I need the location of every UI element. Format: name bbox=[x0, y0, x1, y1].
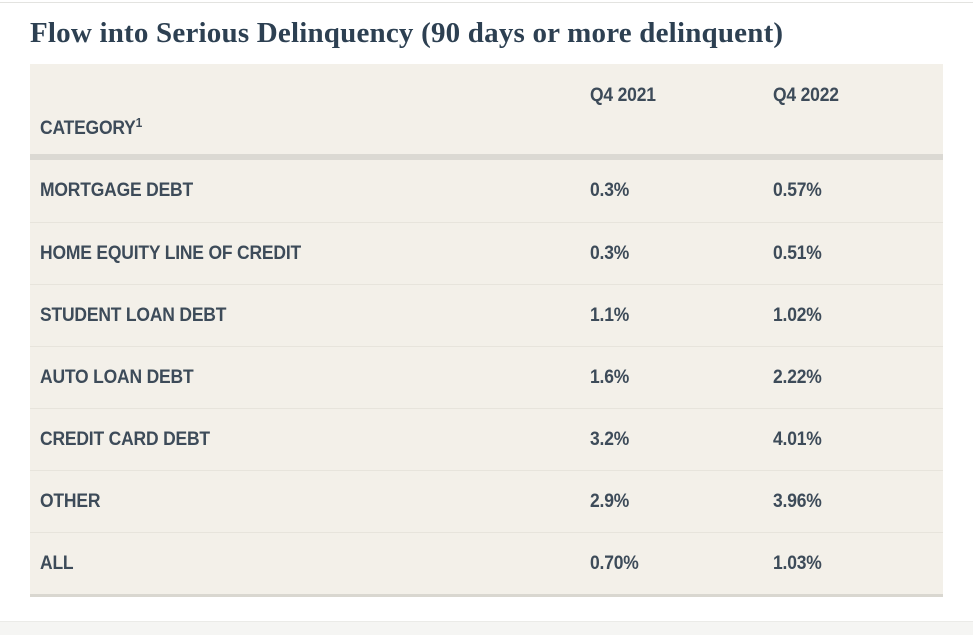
q4-2022-cell: 2.22% bbox=[773, 367, 943, 389]
category-cell-label: STUDENT LOAN DEBT bbox=[40, 304, 227, 326]
table-row-home-equity-line-of-credit: HOME EQUITY LINE OF CREDIT 0.3% 0.51% bbox=[30, 222, 943, 284]
q4-2022-value: 0.57% bbox=[773, 180, 822, 201]
table-row-auto-loan-debt: AUTO LOAN DEBT 1.6% 2.22% bbox=[30, 346, 943, 408]
category-cell: HOME EQUITY LINE OF CREDIT bbox=[30, 243, 590, 265]
category-cell-label: AUTO LOAN DEBT bbox=[40, 366, 194, 388]
q4-2021-cell: 1.1% bbox=[590, 305, 773, 327]
q4-2021-cell: 0.3% bbox=[590, 180, 773, 202]
category-cell: CREDIT CARD DEBT bbox=[30, 429, 590, 451]
category-header-label: CATEGORY1 bbox=[40, 115, 142, 140]
column-header-category: CATEGORY1 bbox=[30, 115, 590, 154]
category-cell: OTHER bbox=[30, 491, 590, 513]
category-cell-label: HOME EQUITY LINE OF CREDIT bbox=[40, 242, 301, 264]
page-title: Flow into Serious Delinquency (90 days o… bbox=[30, 17, 784, 49]
q4-2021-cell: 1.6% bbox=[590, 367, 773, 389]
table-row-student-loan-debt: STUDENT LOAN DEBT 1.1% 1.02% bbox=[30, 284, 943, 346]
q4-2022-value: 4.01% bbox=[773, 428, 822, 450]
table-header-row: CATEGORY1 Q4 2021 Q4 2022 bbox=[30, 64, 943, 160]
q4-2021-cell: 0.3% bbox=[590, 243, 773, 265]
q4-2022-value: 1.03% bbox=[773, 552, 822, 574]
bottom-section bbox=[0, 621, 973, 635]
table-row-other: OTHER 2.9% 3.96% bbox=[30, 470, 943, 532]
category-cell-label: CREDIT CARD DEBT bbox=[40, 428, 210, 450]
q4-2021-value: 0.3% bbox=[590, 242, 630, 264]
q4-2022-cell: 0.57% bbox=[773, 180, 943, 202]
category-cell: AUTO LOAN DEBT bbox=[30, 367, 590, 389]
column-header-q4-2021: Q4 2021 bbox=[590, 64, 773, 107]
q4-2021-cell: 2.9% bbox=[590, 491, 773, 513]
q4-2021-cell: 0.70% bbox=[590, 553, 773, 575]
q4-2021-value: 0.3% bbox=[590, 180, 630, 201]
q4-2022-cell: 1.02% bbox=[773, 305, 943, 327]
category-cell-label: OTHER bbox=[40, 490, 101, 512]
q4-2022-cell: 3.96% bbox=[773, 491, 943, 513]
q4-2021-value: 2.9% bbox=[590, 490, 630, 512]
footnote-marker: 1 bbox=[135, 115, 143, 130]
q4-2022-value: 3.96% bbox=[773, 490, 822, 512]
q4-2021-value: 0.70% bbox=[590, 552, 639, 574]
table-row-mortgage-debt: MORTGAGE DEBT 0.3% 0.57% bbox=[30, 160, 943, 222]
q4-2022-value: 0.51% bbox=[773, 242, 822, 264]
column-header-q4-2022: Q4 2022 bbox=[773, 64, 943, 107]
q4-2022-cell: 1.03% bbox=[773, 553, 943, 575]
q4-2021-value: 1.6% bbox=[590, 366, 630, 388]
table-row-credit-card-debt: CREDIT CARD DEBT 3.2% 4.01% bbox=[30, 408, 943, 470]
category-cell-label: MORTGAGE DEBT bbox=[40, 180, 193, 201]
q4-2022-cell: 4.01% bbox=[773, 429, 943, 451]
column-header-q4-2022-label: Q4 2022 bbox=[773, 85, 839, 106]
delinquency-table: CATEGORY1 Q4 2021 Q4 2022 MORTGAGE DEBT … bbox=[30, 64, 943, 597]
top-divider bbox=[0, 2, 973, 3]
q4-2022-cell: 0.51% bbox=[773, 243, 943, 265]
q4-2022-value: 2.22% bbox=[773, 366, 822, 388]
category-cell: MORTGAGE DEBT bbox=[30, 180, 590, 202]
category-cell-label: ALL bbox=[40, 552, 74, 574]
column-header-q4-2021-label: Q4 2021 bbox=[590, 85, 656, 106]
q4-2021-value: 1.1% bbox=[590, 304, 630, 326]
category-cell: ALL bbox=[30, 553, 590, 575]
table-body: MORTGAGE DEBT 0.3% 0.57% HOME EQUITY LIN… bbox=[30, 160, 943, 597]
q4-2022-value: 1.02% bbox=[773, 304, 822, 326]
q4-2021-cell: 3.2% bbox=[590, 429, 773, 451]
q4-2021-value: 3.2% bbox=[590, 428, 630, 450]
category-cell: STUDENT LOAN DEBT bbox=[30, 305, 590, 327]
category-header-text: CATEGORY bbox=[40, 118, 136, 139]
table-row-all: ALL 0.70% 1.03% bbox=[30, 532, 943, 594]
